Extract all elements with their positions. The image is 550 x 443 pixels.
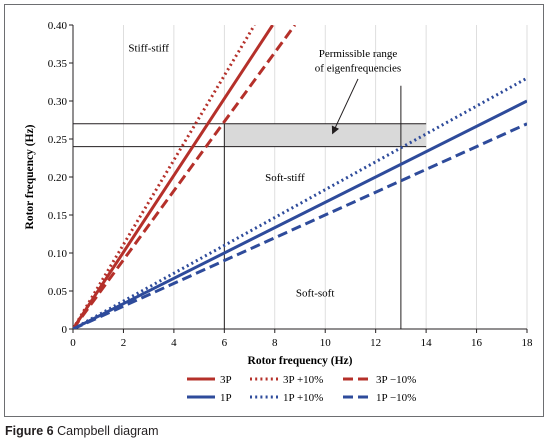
series-line-1p: [73, 99, 527, 329]
annotation-label: Stiff-stiff: [128, 43, 169, 55]
y-axis-title: Rotor frequency (Hz): [24, 124, 36, 229]
x-tick-label: 14: [421, 337, 433, 349]
figure-frame: 0 2 4 6 8 10 12 14 16 18 0 0.05 0.10 0.15 0.20 0.25 0.30…: [4, 4, 544, 417]
y-tick-label: 0.15: [48, 210, 68, 222]
caption-text: Campbell diagram: [57, 424, 159, 438]
y-tick-label: 0.25: [48, 134, 68, 146]
x-tick-label: 18: [522, 337, 534, 349]
campbell-chart: 0 2 4 6 8 10 12 14 16 18 0 0.05 0.10 0.15 0.20 0.25 0.30…: [24, 20, 534, 404]
x-tick-label: 6: [222, 337, 228, 349]
x-tick-label: 8: [272, 337, 278, 349]
y-tick-label: 0.20: [48, 172, 68, 184]
annotation-label: of eigenfrequencies: [315, 62, 401, 74]
x-tick-label: 10: [320, 337, 332, 349]
annotation-label: Soft-stiff: [265, 172, 305, 184]
series-line-3p-10-: [73, 25, 297, 329]
y-tick-label: 0.40: [48, 20, 68, 32]
permissible-region: [224, 123, 427, 147]
x-tick-label: 12: [370, 337, 381, 349]
caption-label: Figure 6: [5, 424, 54, 438]
x-tick-label: 2: [121, 337, 127, 349]
y-tick-label: 0.35: [48, 58, 68, 70]
legend-label: 3P +10%: [283, 374, 323, 386]
x-tick-label: 4: [171, 337, 177, 349]
x-tick-label: 16: [471, 337, 483, 349]
series-line-1p-10-: [73, 122, 527, 329]
series-group: [73, 25, 527, 329]
y-tick-label: 0.05: [48, 286, 68, 298]
x-tick-label: 0: [70, 337, 76, 349]
legend-label: 1P: [220, 392, 232, 404]
annotation-arrow: [331, 78, 359, 135]
series-line-1p-10-: [73, 76, 527, 329]
x-axis-title: Rotor frequency (Hz): [248, 355, 353, 367]
series-line-3p: [73, 25, 274, 329]
annotation-label: Soft-soft: [296, 287, 335, 299]
legend-label: 1P +10%: [283, 392, 323, 404]
y-tick-label: 0.10: [48, 248, 68, 260]
figure-caption: Figure 6 Campbell diagram: [5, 424, 159, 438]
series-line-3p-10-: [73, 25, 256, 329]
y-tick-label: 0: [62, 324, 68, 336]
legend-label: 3P: [220, 374, 232, 386]
legend-label: 3P −10%: [376, 374, 416, 386]
y-tick-label: 0.30: [48, 96, 68, 108]
annotation-label: Permissible range: [319, 48, 398, 60]
legend-label: 1P −10%: [376, 392, 416, 404]
